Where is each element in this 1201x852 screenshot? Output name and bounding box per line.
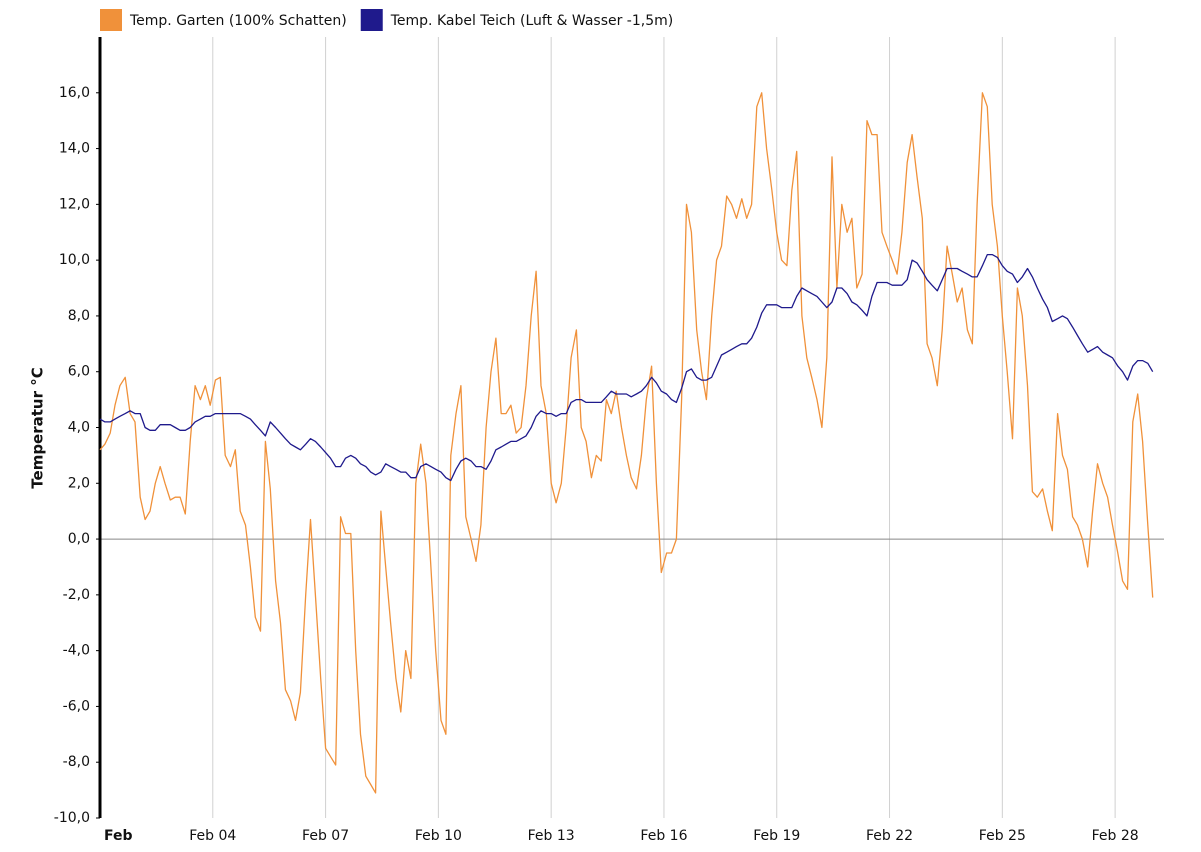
x-tick-label: Feb 07 — [302, 828, 349, 844]
y-tick-label: -4,0 — [63, 643, 90, 659]
legend-label: Temp. Garten (100% Schatten) — [129, 13, 347, 29]
y-tick-label: 10,0 — [59, 252, 90, 268]
legend-swatch — [100, 9, 122, 31]
y-axis-label: Temperatur °C — [29, 367, 47, 488]
y-tick-label: 14,0 — [59, 141, 90, 157]
x-tick-label: Feb 16 — [640, 828, 687, 844]
y-tick-label: -6,0 — [63, 698, 90, 714]
x-tick-label: Feb 25 — [979, 828, 1026, 844]
y-tick-label: 12,0 — [59, 196, 90, 212]
series-line — [99, 92, 1154, 794]
y-tick-label: 2,0 — [68, 475, 90, 491]
y-tick-label: 6,0 — [68, 364, 90, 380]
x-tick-label: Feb — [104, 828, 133, 844]
x-tick-label: Feb 28 — [1092, 828, 1139, 844]
x-tick-label: Feb 13 — [528, 828, 575, 844]
y-tick-label: 0,0 — [68, 531, 90, 547]
legend-label: Temp. Kabel Teich (Luft & Wasser -1,5m) — [390, 13, 674, 29]
x-tick-label: Feb 22 — [866, 828, 913, 844]
y-tick-label: 16,0 — [59, 85, 90, 101]
y-tick-label: 4,0 — [68, 420, 90, 436]
x-tick-label: Feb 10 — [415, 828, 462, 844]
y-tick-label: -2,0 — [63, 587, 90, 603]
y-tick-label: -10,0 — [54, 810, 90, 826]
x-tick-label: Feb 04 — [189, 828, 236, 844]
series-line — [99, 253, 1154, 482]
x-tick-label: Feb 19 — [753, 828, 800, 844]
legend-swatch — [360, 9, 383, 31]
y-tick-label: -8,0 — [63, 754, 90, 770]
y-tick-label: 8,0 — [68, 308, 90, 324]
